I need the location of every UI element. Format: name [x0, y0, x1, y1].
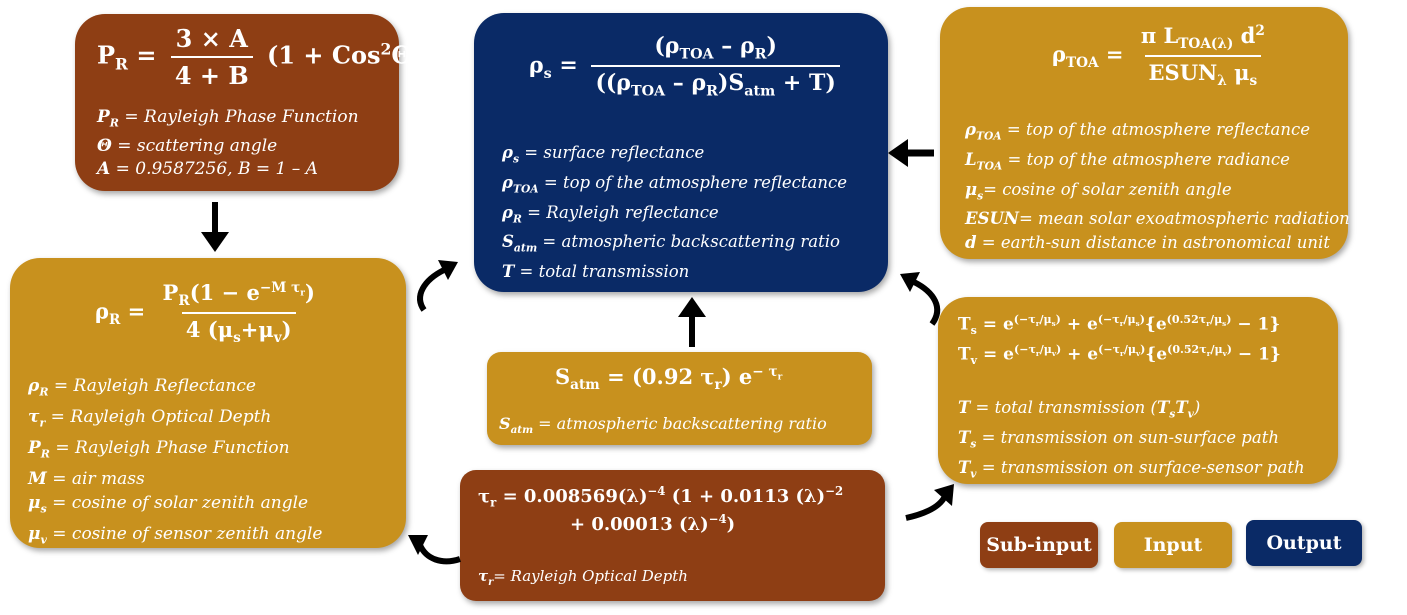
def-line: ESUN= mean solar exoatmospheric radiatio… [965, 209, 1350, 229]
arrow-optical-depth-to-rayleigh [408, 535, 461, 565]
rayleigh-reflectance-definitions: ρR = Rayleigh Reflectance τr = Rayleigh … [28, 374, 322, 553]
transmission-box: Ts = e(−τr/μs) + e(−τr/μs){e(0.52τr/μs) … [938, 297, 1338, 484]
rayleigh-reflectance-equation: ρR = PR(1 − e−M τr) 4 (μs+μv) [95, 280, 315, 347]
def-line: PR = Rayleigh Phase Function [28, 437, 290, 461]
def-line: ρR = Rayleigh Reflectance [28, 376, 256, 399]
toa-reflectance-equation: ρTOA = π LTOA(λ) d2 ESUNλ μs [1052, 23, 1265, 90]
surface-reflectance-definitions: ρs = surface reflectance ρTOA = top of t… [502, 141, 847, 284]
phase-function-definitions: PR = Rayleigh Phase Function Θ = scatter… [97, 106, 359, 182]
toa-reflectance-definitions: ρTOA = top of the atmosphere reflectance… [965, 118, 1350, 254]
legend-sub-input: Sub-input [980, 522, 1098, 568]
arrow-backscatter-to-surface [678, 297, 706, 347]
def-line: μs= cosine of solar zenith angle [965, 179, 1232, 202]
def-line: A = 0.9587256, B = 1 – A [97, 159, 318, 180]
backscatter-definition: Satm = atmospheric backscattering ratio [499, 414, 827, 437]
arrow-optical-depth-to-transmission [905, 484, 954, 521]
surface-reflectance-equation: ρs = (ρTOA – ρR) ((ρTOA – ρR)Satm + T) [529, 33, 846, 100]
transmission-definitions: T = total transmission (TsTv) Ts = trans… [958, 396, 1305, 485]
def-line: T = total transmission (TsTv) [958, 398, 1201, 421]
def-line: ρTOA = top of the atmosphere reflectance [502, 172, 847, 196]
def-line: μv = cosine of sensor zenith angle [28, 524, 323, 547]
optical-depth-equation-line2: + 0.00013 (λ)−4) [570, 512, 736, 535]
def-line: Tv = transmission on surface-sensor path [958, 457, 1305, 480]
arrow-toa-to-surface [888, 139, 934, 167]
def-line: ρs = surface reflectance [502, 143, 705, 166]
transmission-ts-equation: Ts = e(−τr/μs) + e(−τr/μs){e(0.52τr/μs) … [958, 313, 1281, 338]
optical-depth-box: τr = 0.008569(λ)−4 (1 + 0.0113 (λ)−2 + 0… [460, 470, 885, 601]
def-line: d = earth-sun distance in astronomical u… [965, 232, 1330, 252]
transmission-tv-equation: Tv = e(−τr/μv) + e(−τr/μv){e(0.52τr/μv) … [958, 343, 1281, 368]
surface-reflectance-box: ρs = (ρTOA – ρR) ((ρTOA – ρR)Satm + T) ρ… [474, 13, 888, 292]
arrow-phase-to-rayleigh [201, 202, 229, 252]
def-line: T = total transmission [502, 262, 690, 282]
arrow-transmission-to-surface [900, 272, 941, 326]
def-line: Satm = atmospheric backscattering ratio [502, 232, 840, 255]
def-line: M = air mass [28, 468, 145, 489]
def-line: PR = Rayleigh Phase Function [97, 107, 359, 130]
def-line: Ts = transmission on sun-surface path [958, 427, 1279, 451]
arrow-rayleigh-to-surface [417, 260, 458, 312]
rayleigh-reflectance-box: ρR = PR(1 − e−M τr) 4 (μs+μv) ρR = Rayle… [10, 258, 406, 548]
backscatter-box: Satm = (0.92 τr) e− τr Satm = atmospheri… [487, 352, 872, 445]
legend-input: Input [1114, 522, 1232, 568]
legend-output: Output [1246, 520, 1362, 566]
def-line: LTOA = top of the atmosphere radiance [965, 149, 1290, 173]
toa-reflectance-box: ρTOA = π LTOA(λ) d2 ESUNλ μs ρTOA = top … [940, 7, 1350, 259]
def-line: Θ = scattering angle [97, 135, 278, 156]
def-line: ρTOA = top of the atmosphere reflectance [965, 120, 1310, 143]
def-line: ρR = Rayleigh reflectance [502, 202, 719, 225]
def-line: μs = cosine of solar zenith angle [28, 493, 309, 516]
optical-depth-definition: τr= Rayleigh Optical Depth [478, 567, 688, 588]
backscatter-equation: Satm = (0.92 τr) e− τr [555, 364, 783, 394]
def-line: τr = Rayleigh Optical Depth [28, 406, 272, 430]
optical-depth-equation-line1: τr = 0.008569(λ)−4 (1 + 0.0113 (λ)−2 [478, 484, 844, 510]
